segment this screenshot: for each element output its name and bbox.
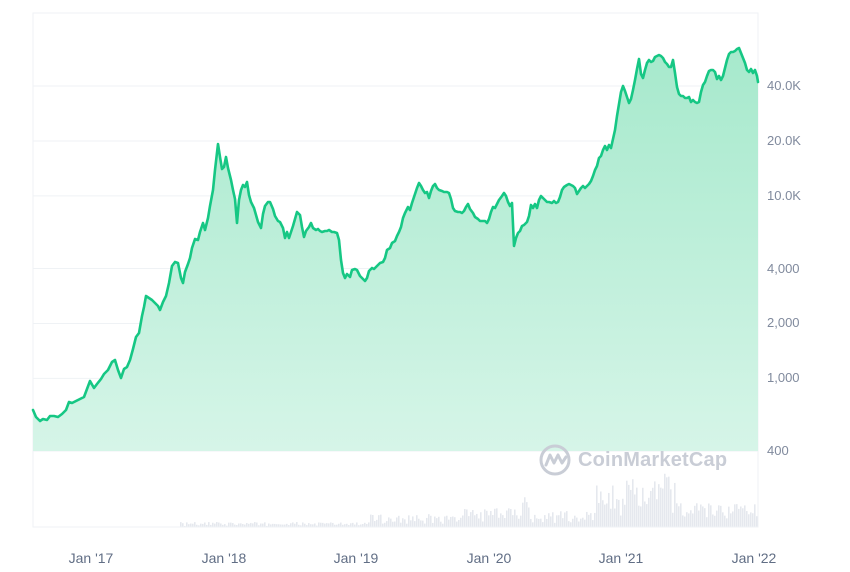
y-tick-label: 400 bbox=[767, 443, 789, 458]
y-tick-label: 1,000 bbox=[767, 370, 800, 386]
coinmarketcap-logo-icon bbox=[539, 444, 571, 476]
y-tick-label: 2,000 bbox=[767, 315, 800, 331]
x-tick-label: Jan '20 bbox=[466, 550, 512, 566]
price-line[interactable] bbox=[31, 46, 760, 423]
x-tick-label: Jan '21 bbox=[598, 550, 644, 566]
y-tick-label: 40.0K bbox=[767, 78, 801, 93]
watermark-text: CoinMarketCap bbox=[578, 448, 728, 471]
volume-bars bbox=[180, 473, 758, 527]
y-tick-label: 10.0K bbox=[767, 187, 801, 203]
price-area-fill bbox=[33, 48, 758, 451]
x-tick-label: Jan '17 bbox=[68, 550, 114, 566]
y-tick-label: 20.0K bbox=[767, 132, 801, 148]
x-tick-label: Jan '19 bbox=[333, 550, 379, 566]
watermark: CoinMarketCap bbox=[538, 443, 727, 477]
x-tick-label: Jan '22 bbox=[731, 550, 777, 566]
y-tick-label: 4,000 bbox=[767, 260, 800, 276]
x-tick-label: Jan '18 bbox=[201, 550, 247, 566]
